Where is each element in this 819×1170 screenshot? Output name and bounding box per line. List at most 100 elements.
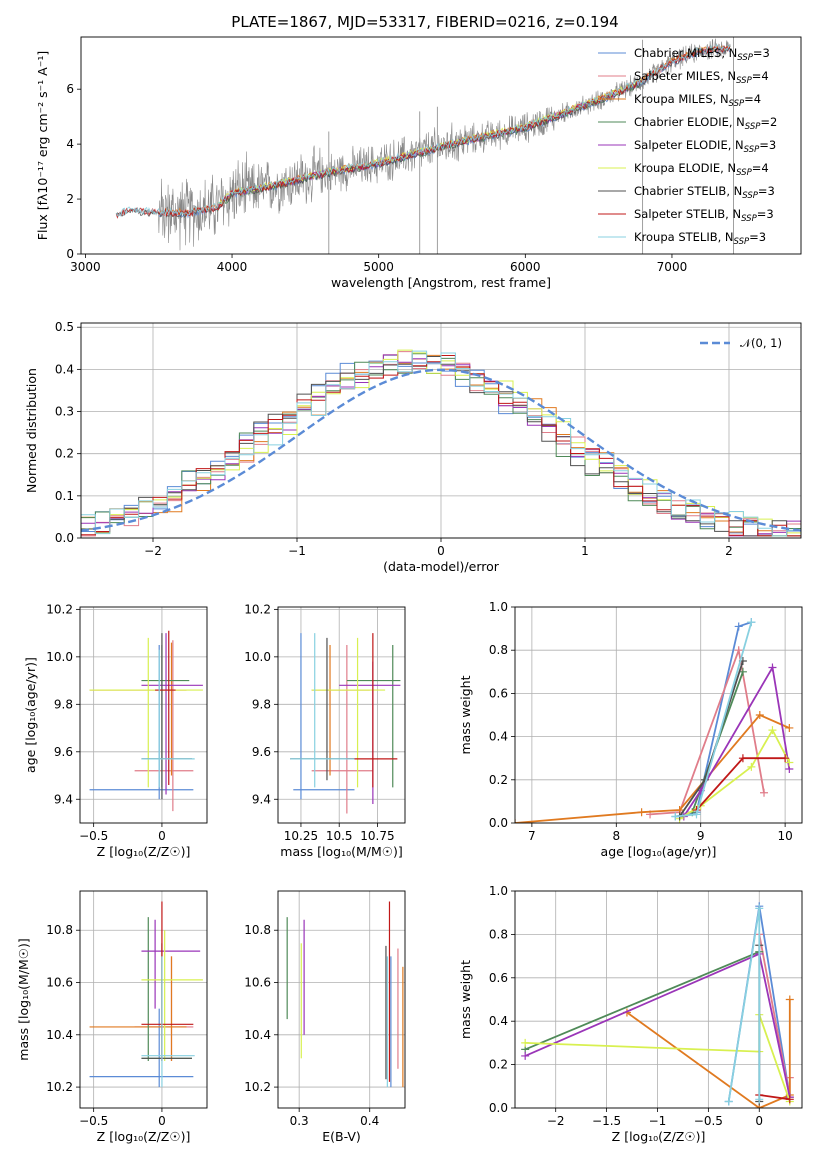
xtick-label: −2 <box>547 1114 565 1128</box>
legend-entry: Salpeter ELODIE, NSSP=3 <box>634 138 776 155</box>
weight-point-marker <box>734 646 743 655</box>
axes-frame <box>80 36 802 255</box>
y-axis-label: Flux [fλ10⁻¹⁷ erg cm⁻² s⁻¹ A⁻¹] <box>35 51 50 240</box>
y-axis-label: mass weight <box>458 675 473 754</box>
xtick-label: 0 <box>158 1114 166 1128</box>
weight-point-marker <box>785 758 794 767</box>
ytick-label: 4 <box>66 137 74 151</box>
weight-point-marker <box>781 754 790 763</box>
x-axis-label: Z [log₁₀(Z/Z☉)] <box>97 844 191 859</box>
x-axis-label: wavelength [Angstrom, rest frame] <box>331 275 551 290</box>
ytick-label: 0.0 <box>489 816 508 830</box>
ytick-label: 10.8 <box>244 923 271 937</box>
ytick-label: 10.2 <box>244 1080 271 1094</box>
ytick-label: 10.6 <box>46 976 73 990</box>
ytick-label: 0.8 <box>489 643 508 657</box>
weight-point-marker <box>637 808 646 817</box>
spectrum-legend: Chabrier MILES, NSSP=3 Salpeter MILES, NS… <box>598 46 777 247</box>
axes-frame <box>277 606 406 824</box>
errorbar-point <box>346 633 398 788</box>
errorbar-point <box>134 640 194 812</box>
xtick-label: 0.3 <box>290 1114 309 1128</box>
xtick-label: −0.5 <box>694 1114 723 1128</box>
ytick-label: 9.4 <box>252 792 271 806</box>
x-axis-label: mass [log₁₀(M/M☉)] <box>280 844 402 859</box>
legend-entry: 𝒩(0, 1) <box>740 336 782 350</box>
xtick-label: 3000 <box>70 260 101 274</box>
ytick-label: 10.4 <box>244 1028 271 1042</box>
x-axis-label: age [log₁₀(age/yr)] <box>601 844 717 859</box>
ytick-label: 1.0 <box>489 600 508 614</box>
legend-entry: Kroupa STELIB, NSSP=3 <box>634 230 766 247</box>
plot-area <box>515 618 794 823</box>
ytick-label: 10.2 <box>46 1080 73 1094</box>
ytick-label: 0.1 <box>55 489 74 503</box>
ytick-label: 0 <box>66 247 74 261</box>
ytick-label: 0.2 <box>489 1058 508 1072</box>
histogram-legend: 𝒩(0, 1) <box>700 336 782 350</box>
axes-frame <box>79 606 208 824</box>
axes-weight-vs-Z: −2 −1.5 −1 −0.5 0 0.0 0.2 0.4 0.6 0.8 1.0 Z [log₁₀(… <box>458 884 803 1144</box>
ytick-label: 0.5 <box>55 320 74 334</box>
weight-point-marker <box>768 726 777 735</box>
axes-residuals: −2 −1 0 1 2 0.0 0.1 0.2 0.3 0.4 0.5 (data-model)/er… <box>24 320 802 574</box>
ytick-label: 6 <box>66 82 74 96</box>
weight-point-marker <box>747 762 756 771</box>
xtick-label: 7 <box>528 829 536 843</box>
figure-title: PLATE=1867, MJD=53317, FIBERID=0216, z=0… <box>231 13 618 31</box>
axes-age-vs-mass: 10.25 10.5 10.75 9.4 9.6 9.8 10.0 10.2 mass [log… <box>244 602 406 859</box>
weight-series <box>759 1094 790 1101</box>
ytick-label: 0.0 <box>489 1101 508 1115</box>
y-axis-label: mass weight <box>458 960 473 1039</box>
y-axis-label: Normed distribution <box>24 368 39 493</box>
xtick-label: −1.5 <box>592 1114 621 1128</box>
ytick-label: 0.8 <box>489 927 508 941</box>
ytick-label: 0.2 <box>489 773 508 787</box>
xtick-label: 10.25 <box>284 829 318 843</box>
plot-area <box>89 901 203 1088</box>
weight-point-marker <box>755 904 764 913</box>
weight-point-marker <box>768 663 777 672</box>
xtick-label: 6000 <box>510 260 541 274</box>
weight-point-marker <box>734 622 743 631</box>
errorbar-point <box>141 930 203 1061</box>
legend-entry: Kroupa MILES, NSSP=4 <box>634 92 761 109</box>
legend-entry: Salpeter MILES, NSSP=4 <box>634 69 769 86</box>
errorbar-point <box>89 956 187 1061</box>
xtick-label: 7000 <box>657 260 688 274</box>
errorbar-point <box>141 649 195 788</box>
xtick-label: 8 <box>612 829 620 843</box>
ytick-label: 9.6 <box>54 745 73 759</box>
errorbar-point <box>89 637 203 788</box>
plot-area <box>286 901 404 1088</box>
xtick-label: 0.4 <box>360 1114 379 1128</box>
weight-point-marker <box>785 1095 794 1104</box>
ytick-label: 0.2 <box>55 447 74 461</box>
xtick-label: −0.5 <box>79 1114 108 1128</box>
ytick-label: 0.4 <box>55 362 74 376</box>
xtick-label: 0 <box>755 1114 763 1128</box>
ytick-label: 10.4 <box>46 1028 73 1042</box>
ytick-label: 10.2 <box>46 602 73 616</box>
ytick-label: 0.4 <box>489 1014 508 1028</box>
xtick-label: −1 <box>649 1114 667 1128</box>
axes-frame <box>514 890 803 1109</box>
errorbar-point <box>141 633 203 795</box>
ytick-label: 0.0 <box>55 531 74 545</box>
axes-frame <box>277 890 406 1109</box>
xtick-label: −1 <box>288 544 306 558</box>
x-axis-label: (data-model)/error <box>383 559 500 574</box>
ytick-label: 9.8 <box>252 697 271 711</box>
xtick-label: 10 <box>777 829 792 843</box>
axes-frame <box>514 606 803 824</box>
legend-entry: Salpeter STELIB, NSSP=3 <box>634 207 774 224</box>
xtick-label: 9 <box>697 829 705 843</box>
ytick-label: 10.8 <box>46 923 73 937</box>
legend-entry: Kroupa ELODIE, NSSP=4 <box>634 161 769 178</box>
errorbar-point <box>141 956 195 1088</box>
ytick-label: 10.2 <box>244 602 271 616</box>
ytick-label: 9.4 <box>54 792 73 806</box>
errorbar-point <box>311 644 373 814</box>
legend-entry: Chabrier ELODIE, NSSP=2 <box>634 115 777 132</box>
